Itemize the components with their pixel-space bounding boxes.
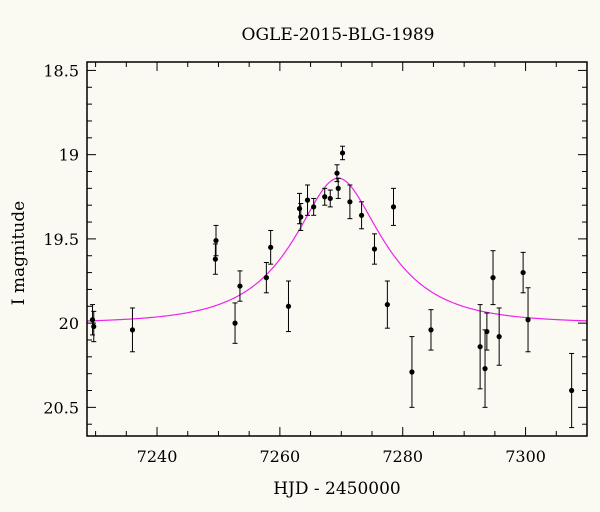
x-tick-label: 7240 xyxy=(137,447,178,466)
data-point xyxy=(409,336,415,408)
data-marker xyxy=(285,303,292,309)
data-marker xyxy=(89,317,96,323)
data-point xyxy=(91,310,97,343)
data-point xyxy=(268,229,274,265)
data-marker xyxy=(482,366,488,372)
data-point xyxy=(129,307,136,353)
data-point xyxy=(390,187,397,226)
plot-frame xyxy=(86,61,588,437)
data-point xyxy=(298,203,304,231)
x-tick-label: 7300 xyxy=(505,447,546,466)
data-marker xyxy=(129,327,136,333)
data-marker xyxy=(490,275,496,281)
data-point xyxy=(212,243,218,275)
data-point xyxy=(335,177,341,199)
data-point xyxy=(327,189,333,208)
data-point xyxy=(232,302,238,344)
data-point xyxy=(237,270,243,302)
data-point xyxy=(484,312,490,351)
data-point xyxy=(213,224,219,257)
tick-labels: 7240 7260 7280 7300 18.5 19 19.5 20 20.5 xyxy=(43,61,546,466)
data-points xyxy=(89,145,575,429)
y-tick-label: 20 xyxy=(59,314,79,333)
chart-title: OGLE-2015-BLG-1989 xyxy=(242,25,435,45)
data-marker xyxy=(384,301,390,308)
data-marker xyxy=(347,199,353,205)
data-marker xyxy=(298,214,304,220)
data-marker xyxy=(91,323,97,330)
data-marker xyxy=(371,246,378,252)
data-marker xyxy=(334,170,340,176)
data-point xyxy=(311,197,317,216)
data-marker xyxy=(339,150,346,156)
data-point xyxy=(358,201,365,230)
data-marker xyxy=(268,244,274,250)
data-point xyxy=(347,184,353,220)
data-marker xyxy=(409,369,415,375)
data-point xyxy=(371,233,378,265)
y-tick-label: 19.5 xyxy=(43,230,79,249)
y-tick-label: 18.5 xyxy=(43,61,79,80)
data-marker xyxy=(358,212,365,218)
data-marker xyxy=(569,387,575,394)
data-marker xyxy=(428,327,434,333)
data-marker xyxy=(213,237,219,244)
data-point xyxy=(339,145,346,161)
data-marker xyxy=(390,204,397,210)
data-point xyxy=(496,307,502,366)
data-marker xyxy=(477,344,483,350)
data-marker xyxy=(212,256,218,262)
data-marker xyxy=(496,334,502,340)
data-marker xyxy=(296,205,303,212)
data-marker xyxy=(484,328,490,335)
data-marker xyxy=(263,275,269,281)
data-point xyxy=(569,352,575,429)
data-marker xyxy=(335,185,341,191)
data-marker xyxy=(520,269,526,276)
data-point xyxy=(490,250,496,306)
y-tick-label: 19 xyxy=(59,146,79,165)
data-point xyxy=(322,187,328,206)
data-point xyxy=(285,280,292,333)
data-marker xyxy=(237,283,243,289)
data-point xyxy=(334,164,340,183)
data-marker xyxy=(232,320,238,326)
x-axis-label: HJD - 2450000 xyxy=(273,479,401,499)
y-tick-label: 20.5 xyxy=(43,398,79,417)
data-point xyxy=(520,251,526,294)
data-point xyxy=(263,261,269,294)
data-marker xyxy=(304,197,311,203)
x-tick-label: 7280 xyxy=(382,447,423,466)
data-point xyxy=(428,309,434,351)
data-point xyxy=(477,304,483,390)
data-marker xyxy=(311,204,317,210)
data-point xyxy=(384,280,390,329)
x-tick-label: 7260 xyxy=(260,447,301,466)
axis-ticks xyxy=(87,62,588,436)
data-point xyxy=(525,287,531,353)
plot-area xyxy=(86,145,588,429)
data-point xyxy=(304,184,311,216)
y-axis-label: I magnitude xyxy=(9,201,29,305)
data-marker xyxy=(322,194,328,200)
data-marker xyxy=(327,195,333,202)
data-marker xyxy=(525,317,531,323)
